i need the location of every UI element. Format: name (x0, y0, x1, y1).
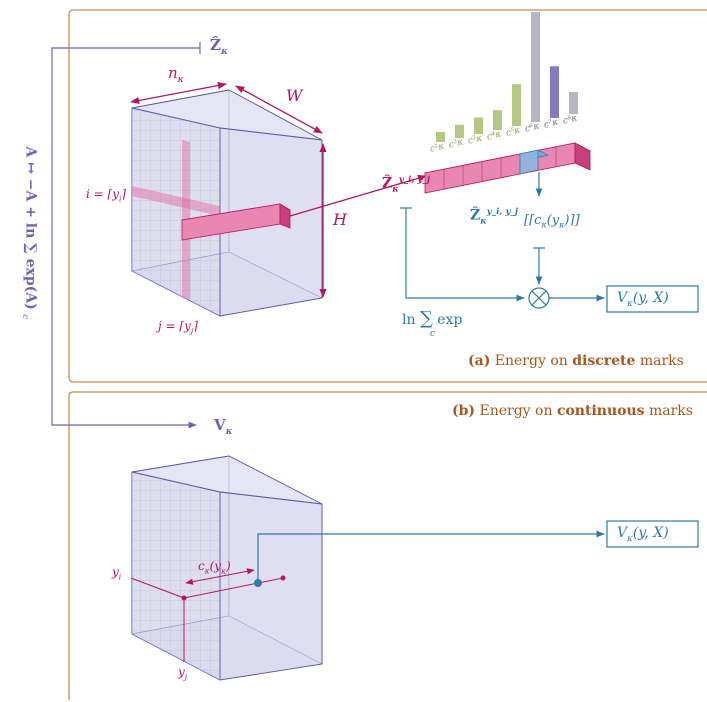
panel-b-border (68, 391, 707, 700)
output-label-a: Vκ(y, X) (617, 290, 669, 309)
output-box-b (606, 520, 699, 548)
to-output-path-b (257, 530, 605, 583)
histogram (436, 12, 578, 142)
c-label: cκ(yκ) (198, 559, 231, 576)
caption-a: (a) Energy on discrete marks (468, 353, 684, 369)
lse-label: ln ∑ exp (402, 308, 463, 329)
histogram-bar (550, 66, 559, 118)
point-line (183, 577, 284, 599)
z-yi-label: Ẑκy_i, y_j (382, 175, 430, 195)
histogram-bar (493, 110, 502, 130)
output-box-a (606, 285, 699, 313)
side-label: A ↦ −A + ln ∑ exp(A) c (19, 146, 39, 320)
histogram-bar (474, 117, 483, 134)
w-arrow (235, 85, 323, 134)
yi-line (130, 577, 185, 599)
histogram-bar (436, 132, 445, 142)
i-label: i = ⌈yi⌉ (86, 187, 127, 204)
h-label: H (333, 210, 347, 229)
v-label: Vκ (214, 416, 233, 437)
lse-c: c (430, 329, 436, 339)
lse-path (405, 208, 525, 302)
histogram-bar (455, 124, 464, 138)
n-arrow (130, 81, 227, 105)
cube-b (131, 455, 323, 681)
histogram-bar (512, 84, 521, 126)
n-label: nκ (168, 64, 184, 85)
energy-tube (423, 142, 592, 194)
z-top-label: Ẑκ (210, 36, 228, 57)
cube-a (131, 89, 323, 317)
histogram-bar (531, 12, 540, 122)
j-label: j = ⌈yj⌉ (158, 319, 198, 336)
histogram-bar (569, 92, 578, 114)
w-label: W (286, 86, 303, 105)
caption-b: (b) Energy on continuous marks (452, 403, 693, 419)
output-label-b: Vκ(y, X) (617, 525, 669, 544)
panel-a-border (68, 9, 707, 383)
yi-label: yi (112, 565, 122, 582)
c-arrow (185, 568, 255, 585)
ceil-label: [⌈cκ(yκ)⌉] (524, 213, 580, 230)
tube-arrow (289, 174, 427, 217)
yj-label: yj (178, 665, 188, 682)
z-yij-label: Ẑκy_i, y_j (470, 207, 518, 227)
side-connector (51, 47, 200, 429)
